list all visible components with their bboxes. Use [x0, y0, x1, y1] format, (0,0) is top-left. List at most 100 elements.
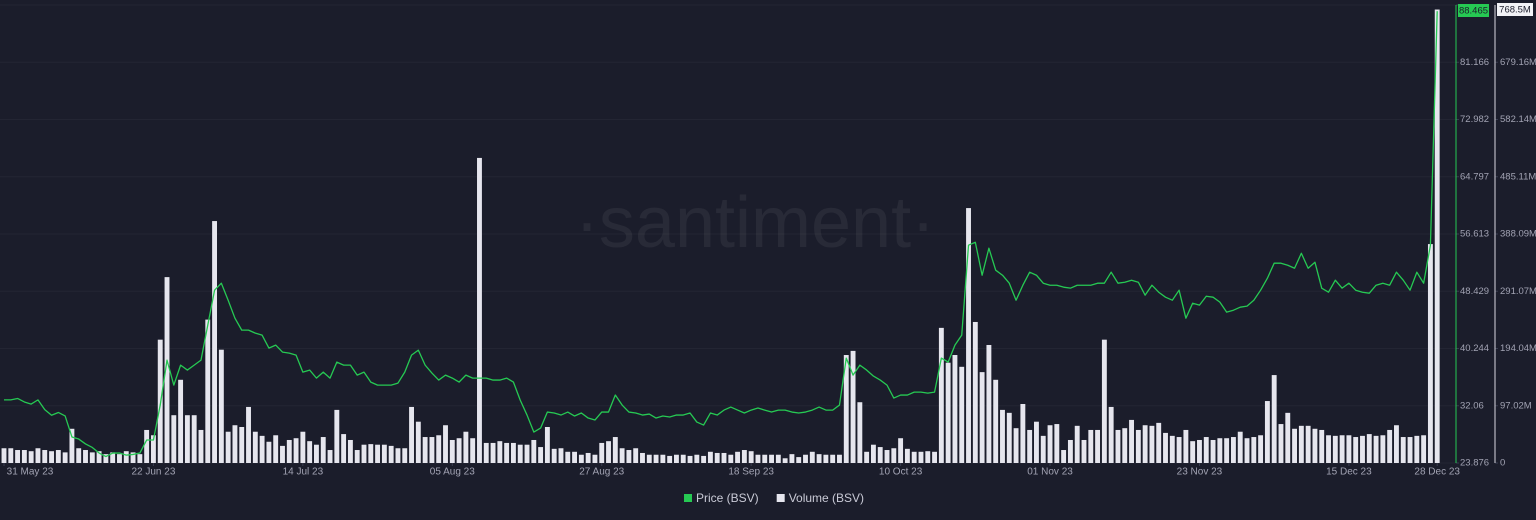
volume-bar	[123, 451, 129, 463]
volume-bar	[1394, 425, 1399, 463]
volume-bar	[184, 415, 190, 463]
volume-bar	[388, 445, 394, 463]
volume-bar	[857, 402, 863, 463]
volume-bar	[626, 450, 632, 463]
y-tick-label: 40.244	[1460, 343, 1489, 354]
volume-bar	[823, 454, 829, 463]
value-label: 768.5M	[1499, 5, 1531, 16]
legend-swatch	[776, 494, 785, 502]
volume-bar	[1414, 435, 1420, 463]
y2-tick-label: 0	[1500, 458, 1505, 469]
volume-bar	[1332, 435, 1338, 463]
volume-bar	[1176, 437, 1182, 463]
volume-bar	[1285, 412, 1291, 463]
volume-bar	[381, 444, 387, 463]
volume-bar	[1373, 435, 1379, 463]
volume-bar	[103, 454, 109, 463]
volume-bar	[1244, 438, 1250, 463]
volume-bar	[707, 451, 713, 463]
volume-bar	[938, 327, 944, 463]
y-tick-label: 81.166	[1460, 57, 1489, 68]
x-tick-label: 10 Oct 23	[879, 467, 923, 478]
volume-bar	[748, 451, 754, 463]
volume-bar	[1135, 429, 1141, 463]
volume-bar	[1346, 435, 1352, 463]
volume-bar	[198, 429, 204, 463]
volume-bar	[436, 435, 442, 463]
y-tick-label: 72.982	[1460, 114, 1489, 125]
volume-bar	[1149, 425, 1155, 463]
volume-bar	[565, 451, 571, 463]
y2-tick-label: 582.14M	[1500, 114, 1536, 125]
volume-bar	[850, 350, 856, 463]
current-price-label: 88.465	[1459, 6, 1488, 17]
volume-bar	[83, 450, 88, 463]
volume-bar	[721, 452, 727, 463]
volume-bar	[578, 454, 584, 463]
legend-swatch	[684, 494, 692, 502]
volume-bar	[347, 439, 353, 463]
volume-bar	[843, 355, 849, 463]
volume-bar	[150, 435, 156, 463]
volume-bar	[904, 448, 910, 463]
volume-bar	[1434, 9, 1440, 463]
legend-label: Volume (BSV)	[789, 491, 864, 505]
volume-bar	[470, 438, 476, 463]
volume-bar	[775, 454, 781, 463]
volume-bar	[205, 319, 211, 463]
volume-bar	[449, 439, 455, 463]
volume-bar	[592, 454, 598, 463]
volume-bar	[1122, 428, 1128, 463]
price-line	[4, 11, 1438, 458]
volume-bar	[273, 435, 279, 463]
volume-bar	[640, 452, 645, 463]
volume-bar	[252, 431, 258, 463]
volume-bar	[293, 438, 299, 463]
volume-bar	[1197, 439, 1202, 463]
legend-label: Price (BSV)	[696, 491, 759, 505]
volume-bar	[429, 437, 435, 463]
volume-bar	[504, 442, 510, 463]
volume-bar	[1271, 375, 1277, 463]
volume-bar	[1217, 438, 1223, 463]
x-tick-label: 01 Nov 23	[1027, 467, 1073, 478]
volume-bar	[497, 441, 503, 463]
volume-bar	[1258, 435, 1264, 463]
volume-bar	[1163, 432, 1168, 463]
volume-bar	[368, 444, 374, 463]
volume-bar	[1237, 431, 1243, 463]
volume-bar	[572, 451, 578, 463]
volume-bar	[1251, 437, 1257, 463]
volume-bar	[1074, 425, 1080, 463]
volume-bar	[463, 431, 469, 463]
volume-bar	[531, 439, 537, 463]
volume-bar	[1020, 403, 1026, 463]
volume-bar	[966, 208, 971, 463]
volume-bar	[993, 379, 999, 463]
y-tick-label: 23.876	[1460, 458, 1489, 469]
volume-bar	[1061, 450, 1067, 463]
volume-bar	[619, 448, 625, 463]
volume-bar	[952, 355, 958, 463]
volume-bar	[1081, 439, 1087, 463]
volume-bar	[891, 448, 897, 463]
volume-bar	[361, 444, 367, 463]
volume-bar	[49, 451, 54, 463]
volume-bar	[1088, 429, 1094, 463]
value-label-box	[1497, 3, 1533, 16]
volume-bar	[232, 425, 238, 463]
volume-bar	[1129, 419, 1134, 463]
volume-bar	[680, 454, 686, 463]
volume-bar	[1013, 428, 1019, 463]
volume-bar	[837, 454, 842, 463]
volume-bar	[171, 415, 177, 463]
volume-bar	[1407, 437, 1413, 463]
volume-bar	[735, 451, 741, 463]
volume-bar	[55, 450, 61, 463]
volume-bar	[69, 428, 75, 463]
volume-bar	[307, 441, 313, 463]
volume-bar	[1360, 435, 1365, 463]
volume-bar	[1040, 435, 1046, 463]
volume-bar	[1264, 401, 1270, 463]
